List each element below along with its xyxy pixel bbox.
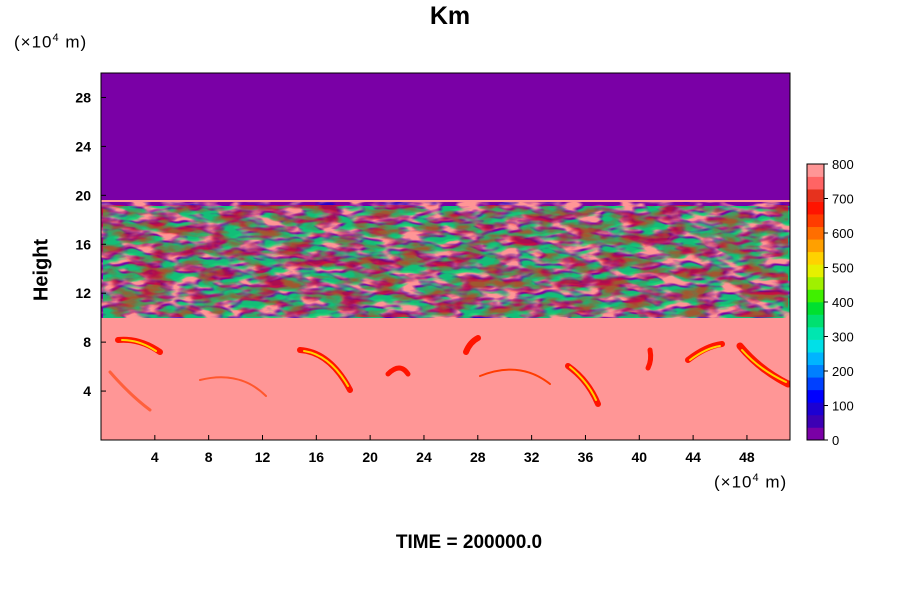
y-tick-label-0: 4 [83,383,91,399]
colorbar-swatch-16 [807,226,824,240]
x-tick-label-1: 8 [205,449,213,465]
colorbar-swatch-18 [807,201,824,215]
y-tick-marks [101,96,106,392]
colorbar-swatch-7 [807,339,824,353]
plot-frame [100,72,791,441]
colorbar-swatch-15 [807,239,824,253]
turbulent-red-edges [101,205,788,317]
x-tick-label-9: 40 [631,449,647,465]
colorbar-swatch-21 [807,164,824,177]
x-tick-label-0: 4 [151,449,159,465]
lower-streaks [108,335,790,412]
colorbar: 0 100 200 300 400 500 600 700 800 [806,157,854,448]
x-tick-label-2: 12 [255,449,271,465]
colorbar-label-1: 100 [832,399,854,414]
y-tick-label-4: 20 [75,187,91,203]
colorbar-swatch-19 [807,189,824,202]
colorbar-swatch-8 [807,327,824,340]
colorbar-swatch-5 [807,364,824,378]
x-tick-label-4: 20 [362,449,378,465]
x-tick-labels: 4 8 12 16 20 24 28 32 36 40 44 48 [151,449,755,465]
x-tick-label-11: 48 [739,449,755,465]
y-tick-label-5: 24 [75,138,91,154]
colorbar-swatch-1 [807,414,824,428]
region-upper [101,73,790,208]
y-tick-labels: 4 8 12 16 20 24 28 [75,89,91,399]
x-tick-label-6: 28 [470,449,486,465]
colorbar-swatch-2 [807,402,824,416]
y-tick-label-6: 28 [75,89,91,105]
colorbar-label-7: 700 [832,192,854,207]
colorbar-swatch-9 [807,314,824,328]
colorbar-label-4: 400 [832,295,854,310]
colorbar-swatch-0 [807,427,824,441]
colorbar-label-0: 0 [832,433,839,448]
colorbar-swatch-17 [807,214,824,228]
x-tick-marks [154,435,748,440]
x-tick-label-3: 16 [309,449,325,465]
region-lower [101,310,790,440]
colorbar-swatch-20 [807,176,824,190]
x-axis-unit: (×104 m) [714,472,788,492]
colorbar-label-6: 600 [832,226,854,241]
x-tick-label-10: 44 [685,449,701,465]
colorbar-label-3: 300 [832,330,854,345]
colorbar-swatch-12 [807,276,824,290]
colorbar-swatch-10 [807,302,824,315]
y-axis-unit: (×104 m) [14,32,88,52]
colorbar-label-8: 800 [832,157,854,172]
colorbar-swatch-11 [807,289,824,303]
colorbar-swatch-3 [807,389,824,403]
colorbar-swatch-4 [807,377,824,391]
chart-title: Km [429,2,471,30]
colorbar-swatch-13 [807,264,824,278]
x-tick-label-5: 24 [416,449,432,465]
y-tick-label-2: 12 [75,285,91,301]
colorbar-swatch-6 [807,352,824,366]
colorbar-label-2: 200 [832,364,854,379]
colorbar-label-5: 500 [832,261,854,276]
x-tick-label-7: 32 [524,449,540,465]
y-tick-label-1: 8 [83,334,91,350]
x-tick-label-8: 36 [578,449,594,465]
colorbar-swatch-14 [807,251,824,265]
time-label: TIME = 200000.0 [395,532,543,553]
y-tick-label-3: 16 [75,236,91,252]
